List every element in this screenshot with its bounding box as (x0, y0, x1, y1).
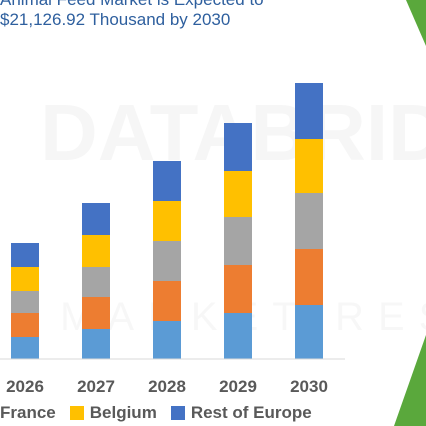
bar-segment-2028-series-4 (153, 161, 181, 201)
legend-item-rest-of-europe: Rest of Europe (170, 403, 312, 423)
chart-legend: France Belgium Rest of Europe (0, 402, 326, 424)
x-tick-label-2030: 2030 (290, 377, 328, 396)
stacked-bar-chart: 2026 2027 2028 2029 2030 (0, 83, 345, 396)
bar-segment-2027-series-1 (82, 297, 110, 329)
bar-segment-2028-series-0 (153, 321, 181, 359)
bar-segment-2026-series-4 (11, 243, 39, 267)
legend-item-belgium: Belgium (69, 403, 157, 423)
bar-segment-2026-series-3 (11, 267, 39, 291)
x-tick-label-2027: 2027 (77, 377, 115, 396)
legend-item-france: France (0, 403, 56, 423)
bar-segment-2030-series-4 (295, 83, 323, 139)
legend-label-france: France (0, 403, 56, 422)
bar-segment-2026-series-1 (11, 313, 39, 337)
bar-segment-2030-series-1 (295, 249, 323, 305)
legend-swatch-rest-of-europe (170, 406, 185, 420)
x-tick-label-2026: 2026 (6, 377, 44, 396)
bar-segment-2030-series-3 (295, 139, 323, 193)
x-tick-label-2028: 2028 (148, 377, 186, 396)
bar-segment-2026-series-0 (11, 337, 39, 359)
chart-title-line-1: Animal Feed Market is Expected to (0, 0, 264, 10)
decorative-corner-bottom-right (394, 335, 426, 426)
bar-segment-2029-series-3 (224, 171, 252, 217)
bar-segment-2030-series-0 (295, 305, 323, 359)
x-tick-label-2029: 2029 (219, 377, 257, 396)
legend-label-rest-of-europe: Rest of Europe (190, 403, 312, 422)
bar-segment-2028-series-1 (153, 281, 181, 321)
legend-swatch-belgium (69, 406, 84, 420)
bar-segment-2026-series-2 (11, 291, 39, 313)
bar-segment-2029-series-1 (224, 265, 252, 313)
bar-segment-2027-series-3 (82, 235, 110, 267)
bar-segment-2029-series-2 (224, 217, 252, 265)
bar-segment-2027-series-0 (82, 329, 110, 359)
bar-segment-2027-series-2 (82, 267, 110, 297)
bar-segment-2028-series-2 (153, 241, 181, 281)
bar-segment-2029-series-4 (224, 123, 252, 171)
bar-segment-2029-series-0 (224, 313, 252, 359)
bar-segment-2030-series-2 (295, 193, 323, 249)
decorative-corner-top-right (406, 0, 426, 46)
legend-label-belgium: Belgium (89, 403, 157, 422)
chart-title-line-2: $21,126.92 Thousand by 2030 (0, 10, 231, 29)
bar-segment-2027-series-4 (82, 203, 110, 235)
bar-segment-2028-series-3 (153, 201, 181, 241)
x-tick-labels: 2026 2027 2028 2029 2030 (6, 377, 328, 396)
bars-group (11, 83, 323, 359)
